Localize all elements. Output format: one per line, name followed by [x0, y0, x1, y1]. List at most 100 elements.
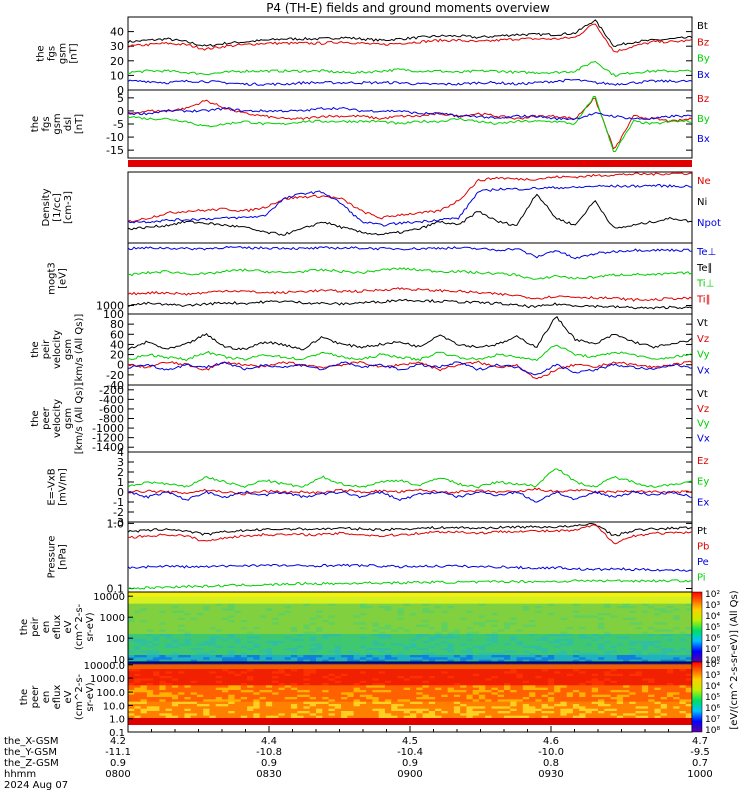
- y-label-line: peir: [41, 339, 52, 359]
- spec-cell: [535, 645, 543, 649]
- spec-cell: [228, 685, 236, 689]
- spec-cell: [128, 650, 135, 654]
- spec-cell: [566, 699, 574, 703]
- spec-cell: [679, 636, 687, 640]
- spec-cell: [460, 620, 467, 623]
- spec-cell: [159, 657, 167, 661]
- spec-cell: [641, 652, 649, 656]
- spec-cell: [165, 657, 173, 661]
- spec-cell: [666, 692, 674, 696]
- spec-cell: [128, 678, 135, 682]
- spec-cell: [240, 645, 248, 649]
- spec-cell: [297, 629, 305, 633]
- panel-frame: [127, 242, 693, 315]
- spec-cell: [579, 606, 587, 609]
- spec-cell: [478, 673, 486, 677]
- spec-cell: [466, 657, 474, 661]
- spec-cell: [485, 629, 493, 633]
- spec-cell: [648, 676, 655, 679]
- spec-cell: [472, 669, 480, 672]
- spec-cell: [572, 601, 580, 605]
- spec-cell: [209, 655, 217, 658]
- spec-cell: [165, 692, 173, 696]
- spec-cell: [366, 624, 373, 628]
- spec-cell: [322, 643, 330, 647]
- spec-cell: [529, 690, 536, 693]
- spec-cell: [654, 687, 662, 691]
- spec-cell: [259, 650, 267, 654]
- spec-cell: [472, 608, 480, 612]
- spec-cell: [441, 690, 449, 693]
- spec-cell: [416, 683, 424, 686]
- spec-cell: [146, 592, 154, 595]
- spec-cell: [497, 592, 505, 595]
- spec-cell: [604, 657, 612, 661]
- spec-cell: [403, 636, 411, 640]
- spec-cell: [322, 652, 330, 656]
- spec-cell: [579, 594, 587, 598]
- spec-cell: [491, 650, 499, 654]
- spec-cell: [284, 617, 292, 621]
- spec-cell: [259, 690, 267, 693]
- spec-cell: [265, 685, 273, 689]
- spec-cell: [234, 592, 242, 595]
- spec-cell: [190, 685, 198, 689]
- spec-cell: [341, 608, 348, 612]
- spec-cell: [134, 613, 142, 616]
- spec-cell: [610, 615, 618, 619]
- spec-cell: [184, 711, 192, 714]
- spec-cell: [184, 645, 192, 649]
- spec-cell: [616, 608, 624, 612]
- spec-cell: [196, 627, 204, 630]
- spec-cell: [522, 599, 530, 602]
- spec-cell: [572, 699, 580, 703]
- spec-cell: [234, 678, 242, 682]
- spec-cell: [660, 613, 668, 616]
- spec-cell: [134, 683, 142, 686]
- spec-cell: [441, 617, 449, 621]
- spec-cell: [547, 596, 555, 600]
- spec-cell: [171, 601, 179, 605]
- spec-cell: [478, 617, 486, 621]
- spec-cell: [566, 629, 574, 633]
- spec-cell: [209, 620, 217, 623]
- spec-cell: [128, 624, 135, 628]
- spec-cell: [641, 662, 649, 665]
- spec-cell: [635, 627, 643, 630]
- spec-cell: [529, 627, 536, 630]
- spec-cell: [560, 699, 568, 703]
- spec-cell: [284, 613, 292, 616]
- spec-cell: [128, 601, 135, 605]
- spec-cell: [554, 659, 561, 663]
- spec-cell: [128, 685, 135, 689]
- spec-cell: [560, 641, 568, 644]
- spec-cell: [510, 666, 518, 670]
- spec-cell: [284, 711, 292, 714]
- spec-cell: [522, 655, 530, 658]
- spec-cell: [616, 613, 624, 616]
- spec-cell: [297, 692, 305, 696]
- spec-cell: [259, 713, 267, 717]
- spec-cell: [290, 678, 298, 682]
- spec-cell: [447, 641, 455, 644]
- spec-cell: [410, 629, 417, 633]
- spec-cell: [284, 659, 292, 663]
- spec-cell: [128, 713, 135, 717]
- spec-cell: [146, 608, 154, 612]
- legend-entry: Ni: [697, 197, 707, 208]
- spec-cell: [184, 666, 192, 670]
- spec-cell: [435, 613, 442, 616]
- spec-cell: [140, 631, 148, 635]
- y-tick-label: 40: [110, 338, 124, 351]
- spec-cell: [641, 645, 649, 649]
- spec-cell: [604, 638, 612, 642]
- spec-cell: [616, 615, 624, 619]
- spec-cell: [140, 699, 148, 703]
- spec-cell: [284, 655, 292, 658]
- spec-cell: [453, 706, 461, 710]
- spec-cell: [284, 650, 292, 654]
- spec-cell: [159, 627, 167, 630]
- series-Vz: [127, 360, 693, 380]
- spec-cell: [610, 636, 618, 640]
- spec-cell: [140, 652, 148, 656]
